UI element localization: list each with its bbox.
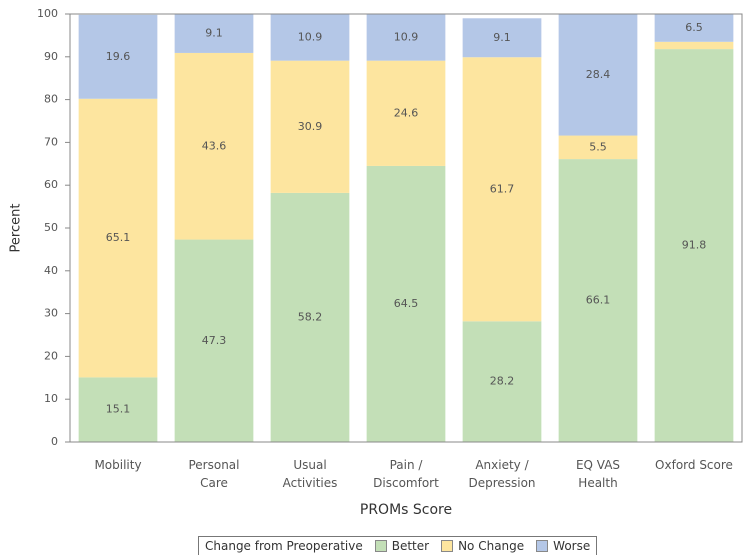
value-label: 65.1: [106, 231, 131, 244]
bar-segment: [78, 14, 158, 99]
bar-segment: [270, 60, 350, 193]
x-tick-label: Usual Activities: [282, 458, 338, 490]
value-label: 61.7: [490, 182, 515, 195]
bar-segment: [558, 159, 638, 443]
value-label: 9.1: [205, 26, 223, 39]
bar-segment: [366, 14, 446, 61]
x-axis-title: PROMs Score: [359, 502, 453, 518]
value-label: 91.8: [682, 239, 707, 252]
bar-segment: [558, 135, 638, 160]
x-tick-label: Oxford Score: [655, 458, 733, 472]
legend-title: Change from Preoperative: [205, 539, 363, 553]
value-label: 6.5: [685, 21, 703, 34]
y-tick-label: 80: [44, 93, 58, 106]
y-tick-label: 90: [44, 50, 58, 63]
bar-segment: [174, 239, 254, 442]
legend-label: Better: [391, 539, 430, 553]
y-tick-label: 0: [51, 435, 58, 448]
value-label: 15.1: [106, 403, 131, 416]
bar-segment: [270, 14, 350, 61]
y-tick-label: 50: [44, 221, 58, 234]
bar-segment: [174, 14, 254, 53]
legend-swatch: [374, 540, 387, 552]
bar-segment: [174, 52, 254, 240]
y-tick-label: 10: [44, 392, 58, 405]
y-tick-label: 20: [44, 349, 58, 362]
bar-segment: [462, 321, 542, 442]
bar-segment: [654, 14, 734, 42]
legend-label: Worse: [553, 539, 591, 553]
plot-frame: [69, 13, 743, 443]
legend-swatch: [536, 540, 549, 552]
y-tick-label: 60: [44, 178, 58, 191]
y-tick-label: 40: [44, 264, 58, 277]
bar-segment: [366, 60, 446, 166]
value-label: 10.9: [394, 30, 419, 43]
value-label: 10.9: [298, 30, 323, 43]
value-label: 28.2: [490, 375, 515, 388]
x-tick-label: EQ VAS Health: [575, 458, 621, 490]
bar-segment: [462, 18, 542, 58]
x-tick-label: Pain / Discomfort: [373, 458, 439, 490]
bar-segment: [366, 165, 446, 442]
y-tick-label: 70: [44, 135, 58, 148]
value-label: 58.2: [298, 310, 323, 323]
bar-segment: [654, 49, 734, 442]
y-tick-label: 100: [37, 7, 58, 20]
value-label: 5.5: [589, 140, 607, 153]
x-tick-label: Personal Care: [188, 458, 240, 490]
value-label: 66.1: [586, 294, 611, 307]
value-label: 9.1: [493, 31, 511, 44]
value-label: 28.4: [586, 68, 611, 81]
value-label: 47.3: [202, 334, 227, 347]
value-label: 64.5: [394, 297, 419, 310]
bar-segment: [462, 57, 542, 322]
legend: Change from Preoperative Better No Change W…: [198, 536, 598, 555]
legend-label: No Change: [458, 539, 525, 553]
legend-swatch: [441, 540, 454, 552]
bar-segment: [558, 14, 638, 136]
bar-segment: [78, 98, 158, 378]
y-axis-title: Percent: [9, 204, 24, 253]
bar-segment: [654, 41, 734, 50]
value-label: 24.6: [394, 106, 419, 119]
value-label: 30.9: [298, 120, 323, 133]
x-tick-label: Mobility: [94, 458, 142, 472]
bar-segment: [270, 192, 350, 442]
bar-segment: [78, 377, 158, 442]
value-label: 19.6: [106, 50, 131, 63]
y-tick-label: 30: [44, 307, 58, 320]
value-label: 43.6: [202, 139, 227, 152]
x-tick-label: Anxiety / Depression: [468, 458, 536, 490]
